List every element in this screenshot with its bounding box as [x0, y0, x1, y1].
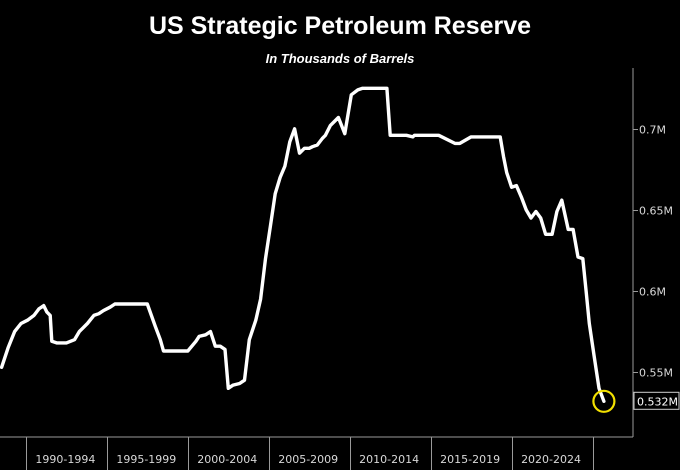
x-tick-label: 2010-2014 [359, 453, 419, 466]
y-tick-label: 0.6M [639, 286, 666, 299]
series-line [0, 86, 606, 403]
x-axis-tick-labels: 1990-1994 1995-1999 2000-2004 2005-2009 2010… [35, 453, 581, 466]
chart-title: US Strategic Petroleum Reserve [149, 12, 531, 40]
y-tick-label: 0.7M [639, 124, 666, 137]
last-value-box [633, 391, 680, 410]
x-tick-label: 1995-1999 [116, 453, 176, 466]
y-tick-label: 0.55M [639, 367, 673, 380]
y-axis-ticks [633, 129, 638, 373]
last-point-marker [592, 389, 616, 413]
last-value-badge: 0.532M [633, 391, 680, 410]
y-tick-label: 0.65M [639, 205, 673, 218]
x-tick-label: 2020-2024 [521, 453, 581, 466]
y-axis-tick-labels: 0.55M 0.6M 0.65M 0.7M [639, 124, 673, 380]
x-tick-label: 2005-2009 [278, 453, 338, 466]
x-tick-label: 1990-1994 [35, 453, 95, 466]
x-axis-ticks [26, 437, 594, 470]
x-tick-label: 2015-2019 [440, 453, 500, 466]
chart-subtitle: In Thousands of Barrels [266, 51, 415, 66]
x-tick-label: 2000-2004 [197, 453, 257, 466]
last-value-label: 0.532M [637, 395, 678, 408]
series-group [0, 86, 606, 403]
